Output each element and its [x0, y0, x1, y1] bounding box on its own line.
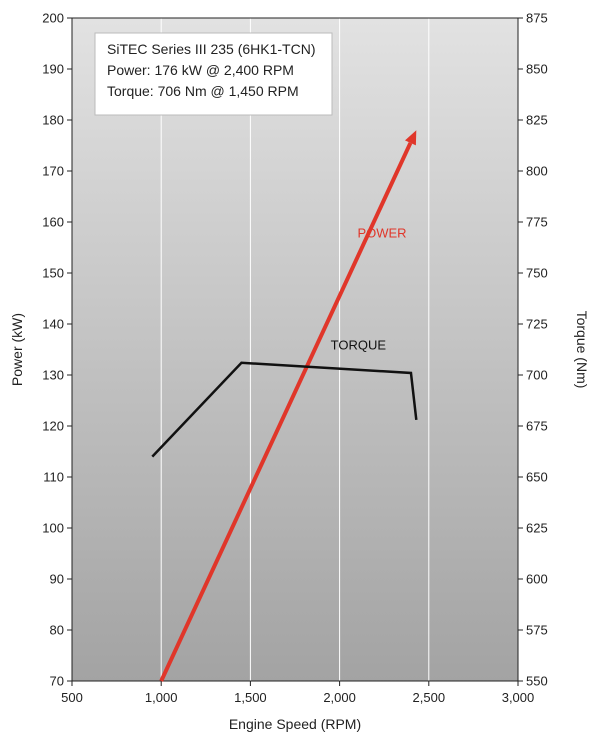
- x-tick-label: 2,500: [413, 690, 446, 705]
- left-axis-title: Power (kW): [9, 313, 25, 386]
- plot-frame: [71, 17, 519, 682]
- left-tick-label: 120: [42, 419, 64, 434]
- grid-lines: [160, 18, 430, 681]
- right-axis-title: Torque (Nm): [574, 311, 590, 389]
- left-axis-ticks: 70 80 90 100 110 120 130 140 150 160 170 180 190 200: [42, 11, 72, 689]
- torque-line: [151, 361, 418, 458]
- left-tick-label: 200: [42, 11, 64, 26]
- right-tick-label: 575: [526, 623, 548, 638]
- left-tick-label: 80: [50, 623, 64, 638]
- left-tick-label: 150: [42, 266, 64, 281]
- left-tick-label: 180: [42, 113, 64, 128]
- torque-label: TORQUE: [331, 338, 387, 353]
- left-tick-label: 110: [43, 470, 64, 485]
- left-tick-label: 130: [42, 368, 64, 383]
- left-tick-label: 160: [42, 215, 64, 230]
- info-torque: Torque: 706 Nm @ 1,450 RPM: [107, 83, 299, 99]
- right-tick-label: 850: [526, 62, 548, 77]
- right-tick-label: 750: [526, 266, 548, 281]
- right-tick-label: 625: [526, 521, 548, 536]
- info-title: SiTEC Series III 235 (6HK1-TCN): [107, 41, 316, 57]
- info-box-background: [94, 32, 333, 116]
- right-tick-label: 700: [526, 368, 548, 383]
- x-tick-label: 1,000: [145, 690, 178, 705]
- x-tick-label: 1,500: [234, 690, 267, 705]
- left-tick-label: 70: [50, 674, 64, 689]
- right-tick-label: 825: [526, 113, 548, 128]
- right-tick-label: 675: [526, 419, 548, 434]
- x-tick-label: 2,000: [323, 690, 356, 705]
- plot-area: [72, 18, 518, 681]
- series-layer: POWER TORQUE: [151, 130, 418, 682]
- left-tick-label: 140: [42, 317, 64, 332]
- right-tick-label: 550: [526, 674, 548, 689]
- power-label: POWER: [357, 225, 406, 240]
- info-box: SiTEC Series III 235 (6HK1-TCN) Power: 1…: [94, 32, 333, 116]
- left-tick-label: 170: [42, 164, 64, 179]
- right-tick-label: 650: [526, 470, 548, 485]
- power-line: [159, 142, 413, 682]
- right-tick-label: 775: [526, 215, 548, 230]
- right-tick-label: 875: [526, 11, 548, 26]
- x-axis-ticks: 500 1,000 1,500 2,000 2,500 3,000: [61, 681, 534, 705]
- left-tick-label: 100: [42, 521, 64, 536]
- power-arrowhead: [404, 130, 417, 146]
- right-tick-label: 725: [526, 317, 548, 332]
- left-tick-label: 190: [42, 62, 64, 77]
- right-axis-ticks: 550 575 600 625 650 675 700 725 750 775 800 825 850 8…: [518, 11, 548, 689]
- right-tick-label: 600: [526, 572, 548, 587]
- x-axis-title: Engine Speed (RPM): [229, 716, 361, 732]
- right-tick-label: 800: [526, 164, 548, 179]
- x-tick-label: 500: [61, 690, 83, 705]
- info-power: Power: 176 kW @ 2,400 RPM: [107, 62, 294, 78]
- x-tick-label: 3,000: [502, 690, 535, 705]
- left-tick-label: 90: [50, 572, 64, 587]
